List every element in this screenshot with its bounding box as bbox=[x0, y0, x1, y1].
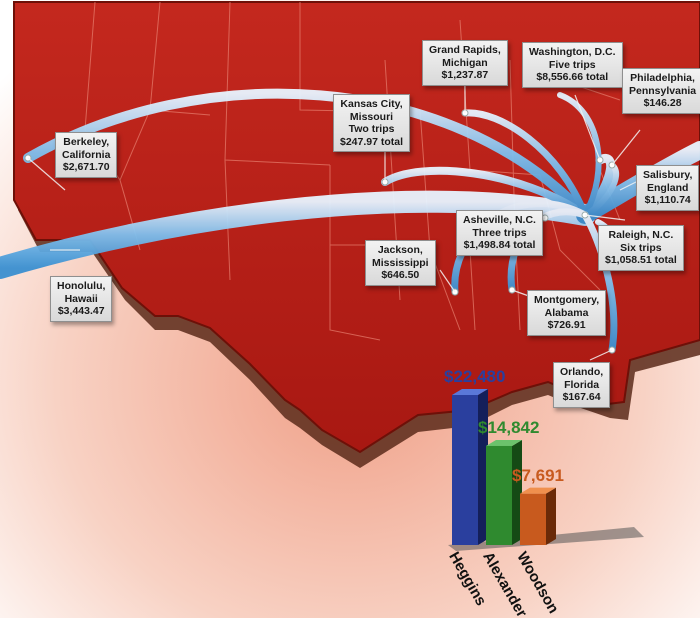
label-washington-city: Washington, D.C. bbox=[529, 46, 616, 58]
bar-woodson bbox=[520, 493, 546, 545]
label-salisbury-country: England bbox=[647, 181, 689, 194]
label-jackson-state: Mississippi bbox=[372, 256, 429, 269]
label-salisbury-city: Salisbury, bbox=[643, 169, 693, 181]
label-orlando: Orlando, Florida $167.64 bbox=[553, 362, 611, 408]
arc-philadelphia bbox=[582, 162, 620, 218]
label-berkeley-city: Berkeley, bbox=[63, 136, 110, 148]
label-salisbury: Salisbury, England $1,110.74 bbox=[636, 165, 700, 211]
label-asheville: Asheville, N.C. Three trips $1,498.84 to… bbox=[456, 210, 543, 256]
arc-orlando bbox=[581, 211, 618, 354]
label-montgomery-state: Alabama bbox=[544, 306, 589, 319]
label-philadelphia-state: Pennsylvania bbox=[629, 84, 697, 97]
label-grand-rapids-city: Grand Rapids, bbox=[429, 44, 501, 56]
label-philadelphia-city: Philadelphia, bbox=[630, 72, 695, 84]
bar-value-alexander: $14,842 bbox=[478, 417, 540, 437]
label-kansas-city-state: Missouri bbox=[349, 110, 394, 123]
label-asheville-amount: $1,498.84 total bbox=[463, 239, 536, 251]
arc-washington-2 bbox=[557, 92, 602, 218]
arc-kansas-city bbox=[381, 166, 589, 219]
bar-side-heggins bbox=[478, 389, 488, 545]
label-montgomery: Montgomery, Alabama $726.91 bbox=[527, 290, 607, 336]
bar-value-heggins: $22,480 bbox=[444, 367, 506, 386]
label-kansas-city-amount: $247.97 total bbox=[340, 135, 404, 148]
label-salisbury-amount: $1,110.74 bbox=[644, 194, 691, 206]
label-montgomery-amount: $726.91 bbox=[547, 319, 586, 331]
bar-top-woodson bbox=[520, 487, 556, 494]
label-grand-rapids-amount: $1,237.87 bbox=[441, 69, 489, 81]
label-raleigh-trips: Six trips bbox=[620, 241, 662, 254]
label-kansas-city-trips: Two trips bbox=[348, 123, 395, 135]
arc-honolulu bbox=[0, 190, 596, 279]
label-raleigh-amount: $1,058.51 total bbox=[605, 254, 677, 266]
label-grand-rapids: Grand Rapids, Michigan $1,237.87 bbox=[422, 40, 508, 86]
arc-berkeley bbox=[23, 88, 590, 220]
label-asheville-city: Asheville, N.C. bbox=[463, 214, 536, 226]
label-honolulu-amount: $3,443.47 bbox=[57, 305, 105, 317]
label-kansas-city-city: Kansas City, bbox=[340, 98, 403, 110]
label-asheville-trips: Three trips bbox=[472, 226, 527, 239]
bar-alexander bbox=[486, 445, 512, 545]
label-grand-rapids-state: Michigan bbox=[442, 56, 488, 69]
travel-arcs bbox=[0, 88, 700, 354]
bar-top-alexander bbox=[486, 439, 522, 446]
expense-bar-chart bbox=[448, 389, 644, 551]
label-washington-amount: $8,556.66 total bbox=[536, 71, 609, 83]
label-jackson-amount: $646.50 bbox=[381, 269, 420, 281]
label-berkeley: Berkeley, California $2,671.70 bbox=[55, 132, 118, 178]
bar-side-woodson bbox=[546, 487, 556, 545]
label-philadelphia: Philadelphia, Pennsylvania $146.28 bbox=[622, 68, 700, 114]
label-jackson: Jackson, Mississippi $646.50 bbox=[365, 240, 436, 286]
label-raleigh-city: Raleigh, N.C. bbox=[608, 229, 674, 241]
bar-side-alexander bbox=[512, 439, 522, 545]
label-philadelphia-amount: $146.28 bbox=[643, 97, 682, 109]
label-washington-trips: Five trips bbox=[548, 58, 596, 71]
label-washington: Washington, D.C. Five trips $8,556.66 to… bbox=[522, 42, 623, 88]
label-jackson-city: Jackson, bbox=[377, 244, 423, 256]
label-honolulu-state: Hawaii bbox=[64, 292, 98, 305]
label-honolulu-city: Honolulu, bbox=[57, 280, 106, 292]
label-montgomery-city: Montgomery, bbox=[534, 294, 600, 306]
label-berkeley-state: California bbox=[62, 148, 111, 161]
bar-heggins bbox=[452, 395, 478, 545]
label-orlando-city: Orlando, bbox=[560, 366, 604, 378]
bar-top-heggins bbox=[452, 389, 488, 395]
label-honolulu: Honolulu, Hawaii $3,443.47 bbox=[50, 276, 113, 322]
label-orlando-state: Florida bbox=[564, 378, 600, 391]
bar-value-woodson: $7,691 bbox=[512, 465, 564, 485]
label-berkeley-amount: $2,671.70 bbox=[62, 161, 110, 173]
label-raleigh: Raleigh, N.C. Six trips $1,058.51 total bbox=[598, 225, 684, 271]
arc-grand-rapids bbox=[461, 109, 589, 219]
label-orlando-amount: $167.64 bbox=[562, 391, 601, 403]
label-kansas-city: Kansas City, Missouri Two trips $247.97 … bbox=[333, 94, 411, 152]
continental-us-shape bbox=[13, 1, 700, 454]
